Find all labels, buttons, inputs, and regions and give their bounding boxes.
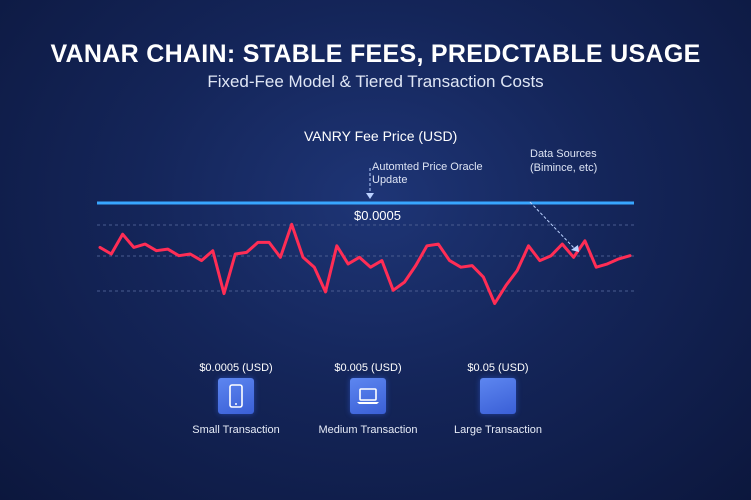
tier-label: Medium Transaction (318, 424, 418, 436)
sources-label-line2: (Bimince, etc) (530, 162, 598, 174)
tier-cost: $0.0005 (USD) (199, 362, 273, 374)
tier-large: $0.05 (USD) Large Transaction (418, 362, 578, 436)
tier-cost: $0.005 (USD) (334, 362, 402, 374)
fee-price-label: VANRY Fee Price (USD) (304, 128, 458, 144)
sources-label-line1: Data Sources (530, 148, 597, 160)
tier-medium: $0.005 (USD) Medium Transaction (288, 362, 448, 436)
page-subtitle: Fixed-Fee Model & Tiered Transaction Cos… (207, 72, 544, 91)
sources-arrow (529, 201, 575, 249)
tier-label: Small Transaction (192, 424, 280, 436)
oracle-label: Automted Price Oracle Update (372, 161, 483, 187)
sources-arrow-head (571, 245, 579, 252)
data-sources-label: Data Sources (Bimince, etc) (530, 147, 597, 175)
laptop-icon (350, 378, 386, 414)
page-title: VANAR CHAIN: STABLE FEES, PREDCTABLE USA… (50, 40, 701, 68)
tier-small: $0.0005 (USD) Small Transaction (156, 362, 316, 436)
tier-label: Large Transaction (453, 424, 543, 436)
market-price-line (98, 222, 632, 305)
oracle-label-line1: Automted Price Oracle (372, 161, 483, 173)
fixed-price-label: $0.0005 (354, 208, 401, 223)
oracle-label-line2: Update (372, 174, 408, 186)
smartphone-icon (218, 378, 254, 414)
tier-cost: $0.05 (USD) (467, 362, 529, 374)
oracle-arrow-head (366, 193, 374, 199)
server-icon (480, 378, 516, 414)
